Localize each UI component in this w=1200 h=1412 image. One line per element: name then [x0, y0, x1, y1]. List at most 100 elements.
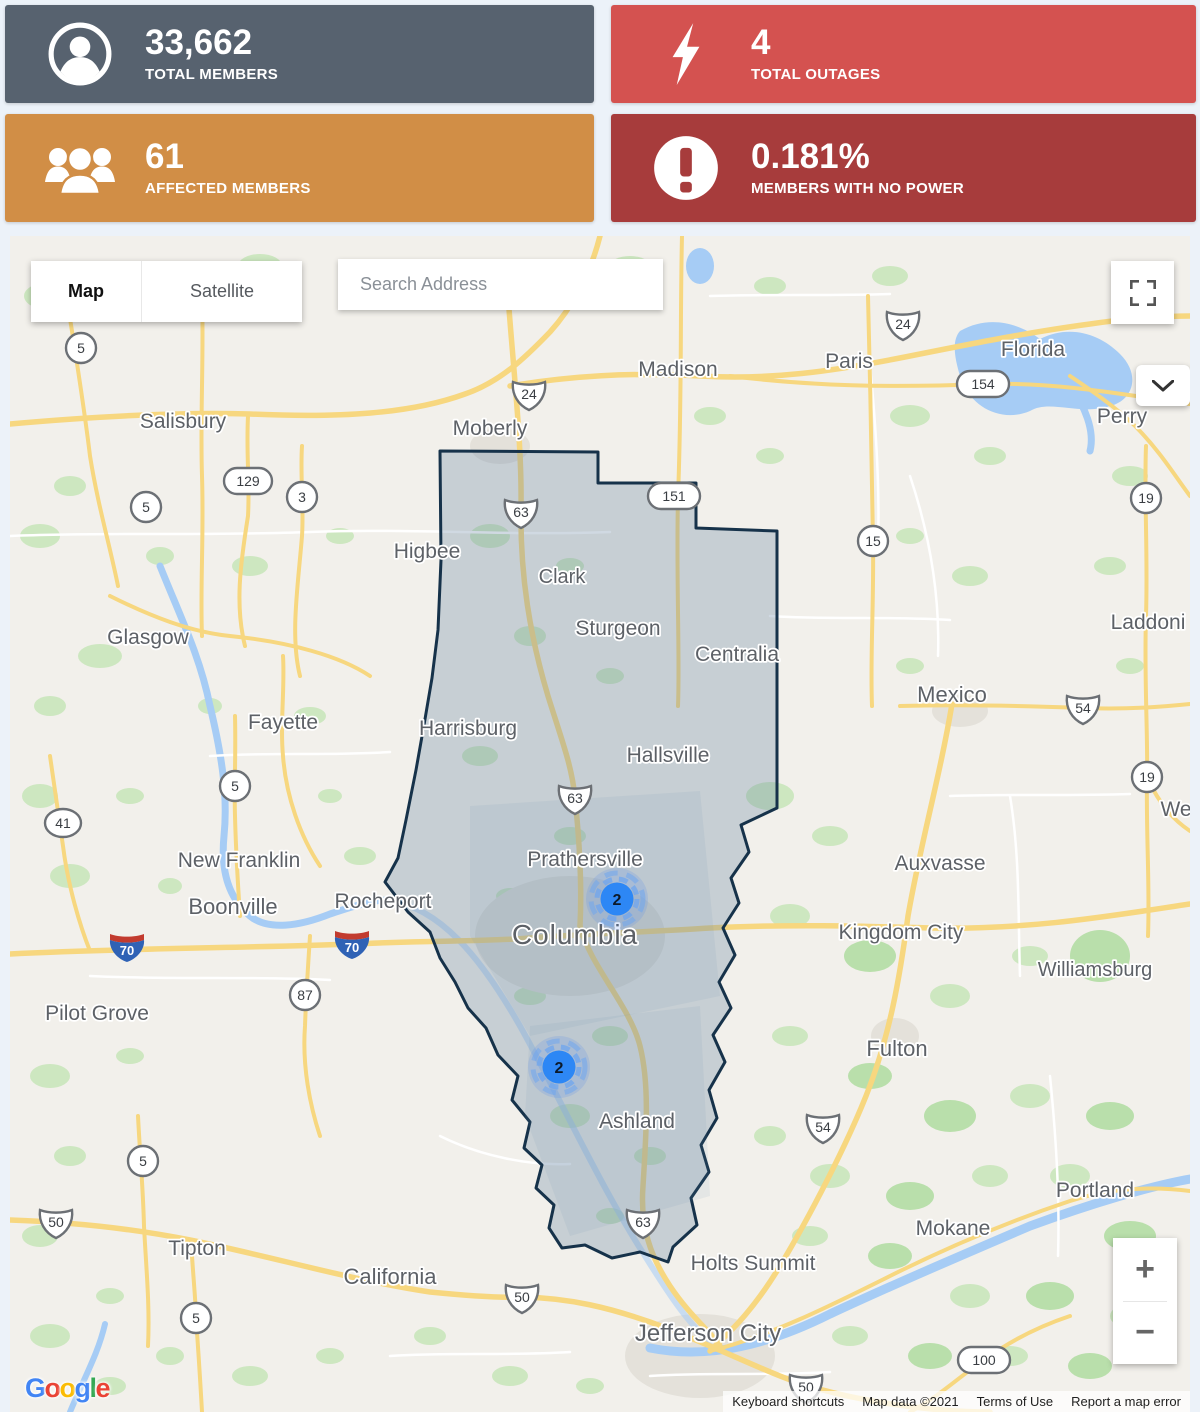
- cluster-count: 2: [613, 892, 622, 909]
- route-shield: 54: [815, 1119, 831, 1135]
- place-label: Mokane: [916, 1217, 991, 1240]
- affected-members-label: AFFECTED MEMBERS: [145, 180, 311, 198]
- place-label: Mexico: [917, 682, 987, 707]
- route-shield: 154: [971, 376, 995, 392]
- zoom-divider: [1123, 1300, 1167, 1302]
- zoom-out-button[interactable]: −: [1135, 1313, 1155, 1352]
- place-label: Higbee: [394, 540, 461, 563]
- place-label: Fulton: [866, 1036, 927, 1061]
- report-map-error-link[interactable]: Report a map error: [1062, 1391, 1190, 1412]
- place-labels: Salisbury Moberly Madison Paris Florida …: [43, 336, 1190, 1349]
- place-label: Clark: [539, 566, 587, 588]
- keyboard-shortcuts-button[interactable]: Keyboard shortcuts: [723, 1391, 854, 1412]
- route-shield: 129: [236, 473, 260, 489]
- minor-roads: [10, 292, 1132, 1378]
- google-letter: o: [59, 1373, 77, 1403]
- members-no-power-value: 0.181%: [751, 136, 870, 176]
- route-shield: 87: [297, 987, 313, 1003]
- place-label: Ashland: [599, 1110, 675, 1133]
- place-label: Columbia: [512, 919, 638, 950]
- route-shield: 100: [972, 1352, 996, 1368]
- google-letter: l: [89, 1373, 98, 1403]
- place-label: Moberly: [453, 417, 528, 440]
- place-label: Harrisburg: [419, 717, 517, 740]
- place-label: Perry: [1097, 405, 1148, 428]
- members-no-power-card: 0.181% MEMBERS WITH NO POWER: [611, 114, 1196, 222]
- place-label: New Franklin: [178, 849, 301, 872]
- route-shield: 5: [192, 1310, 200, 1326]
- place-label: Centralia: [695, 643, 779, 666]
- collapse-panel-button[interactable]: [1136, 365, 1190, 406]
- route-shield: 19: [1138, 490, 1154, 506]
- chevron-down-icon: [1152, 379, 1174, 391]
- stats-panel: 33,662 TOTAL MEMBERS 4 TOTAL OUTAGES: [5, 5, 1196, 222]
- route-shield: 63: [567, 790, 583, 806]
- place-label: Laddoni: [1111, 611, 1186, 634]
- place-label: Auxvasse: [894, 852, 985, 875]
- affected-members-value: 61: [145, 136, 184, 176]
- google-logo[interactable]: Google: [25, 1373, 111, 1404]
- route-shield: 50: [48, 1214, 64, 1230]
- total-members-card: 33,662 TOTAL MEMBERS: [5, 5, 594, 103]
- service-territory-polygon: [383, 449, 779, 1264]
- zoom-control: + −: [1113, 1238, 1177, 1364]
- place-label: Boonville: [188, 894, 277, 919]
- place-label: Jefferson City: [635, 1320, 781, 1347]
- total-outages-value: 4: [751, 22, 771, 62]
- map-view-button[interactable]: Map: [31, 261, 141, 322]
- group-icon: [41, 139, 119, 197]
- satellite-view-button[interactable]: Satellite: [141, 261, 302, 322]
- route-shield: 15: [865, 533, 881, 549]
- google-letter: e: [95, 1373, 111, 1403]
- route-shield: 5: [142, 499, 150, 515]
- route-shield: 63: [635, 1214, 651, 1230]
- map-type-control: Map Satellite: [31, 261, 302, 322]
- place-label: Salisbury: [140, 410, 227, 433]
- google-letter: g: [74, 1373, 92, 1403]
- members-no-power-label: MEMBERS WITH NO POWER: [751, 180, 964, 198]
- interstate-shield: 70: [345, 940, 359, 955]
- map-canvas[interactable]: 5 129 3 5 24 24 154 151 63 15 19 19 54 5…: [10, 236, 1190, 1412]
- place-label: Holts Summit: [691, 1252, 816, 1275]
- route-shield: 5: [139, 1153, 147, 1169]
- route-shield: 24: [895, 316, 911, 332]
- map-data-copyright: Map data ©2021: [853, 1391, 968, 1412]
- total-members-label: TOTAL MEMBERS: [145, 66, 279, 84]
- affected-members-card: 61 AFFECTED MEMBERS: [5, 114, 594, 222]
- lightning-icon: [647, 21, 725, 87]
- map-attribution: Keyboard shortcuts Map data ©2021 Terms …: [723, 1391, 1190, 1412]
- interstate-shield: 70: [120, 943, 134, 958]
- place-label: California: [344, 1264, 438, 1289]
- alert-icon: [647, 134, 725, 202]
- place-label: Madison: [638, 358, 717, 381]
- place-label: Rocheport: [335, 890, 432, 913]
- place-label: We: [1160, 798, 1190, 821]
- fullscreen-icon: [1129, 279, 1156, 306]
- map-base-layer: 5 129 3 5 24 24 154 151 63 15 19 19 54 5…: [10, 236, 1190, 1412]
- total-outages-card: 4 TOTAL OUTAGES: [611, 5, 1196, 103]
- route-shield: 19: [1139, 769, 1155, 785]
- place-label: Portland: [1056, 1179, 1134, 1202]
- place-label: Williamsburg: [1038, 959, 1152, 981]
- route-shield: 63: [513, 504, 529, 520]
- fullscreen-button[interactable]: [1111, 261, 1174, 324]
- place-label: Prathersville: [527, 848, 643, 871]
- google-letter: o: [44, 1373, 62, 1403]
- outage-cluster-marker[interactable]: 2: [586, 868, 648, 930]
- place-label: Sturgeon: [575, 617, 660, 640]
- terms-of-use-link[interactable]: Terms of Use: [967, 1391, 1063, 1412]
- outage-cluster-marker[interactable]: 2: [528, 1036, 590, 1098]
- zoom-in-button[interactable]: +: [1135, 1249, 1155, 1288]
- route-shield: 41: [55, 815, 71, 831]
- place-label: Florida: [1001, 338, 1066, 361]
- total-outages-label: TOTAL OUTAGES: [751, 66, 881, 84]
- route-shield: 5: [77, 340, 85, 356]
- place-label: Tipton: [168, 1237, 226, 1260]
- total-members-value: 33,662: [145, 22, 253, 62]
- route-shield: 50: [514, 1289, 530, 1305]
- search-address-input[interactable]: [338, 259, 663, 310]
- place-label: Glasgow: [107, 626, 190, 649]
- route-shield: 151: [662, 488, 686, 504]
- place-label: Kingdom City: [839, 921, 964, 944]
- place-label: Pilot Grove: [45, 1002, 149, 1025]
